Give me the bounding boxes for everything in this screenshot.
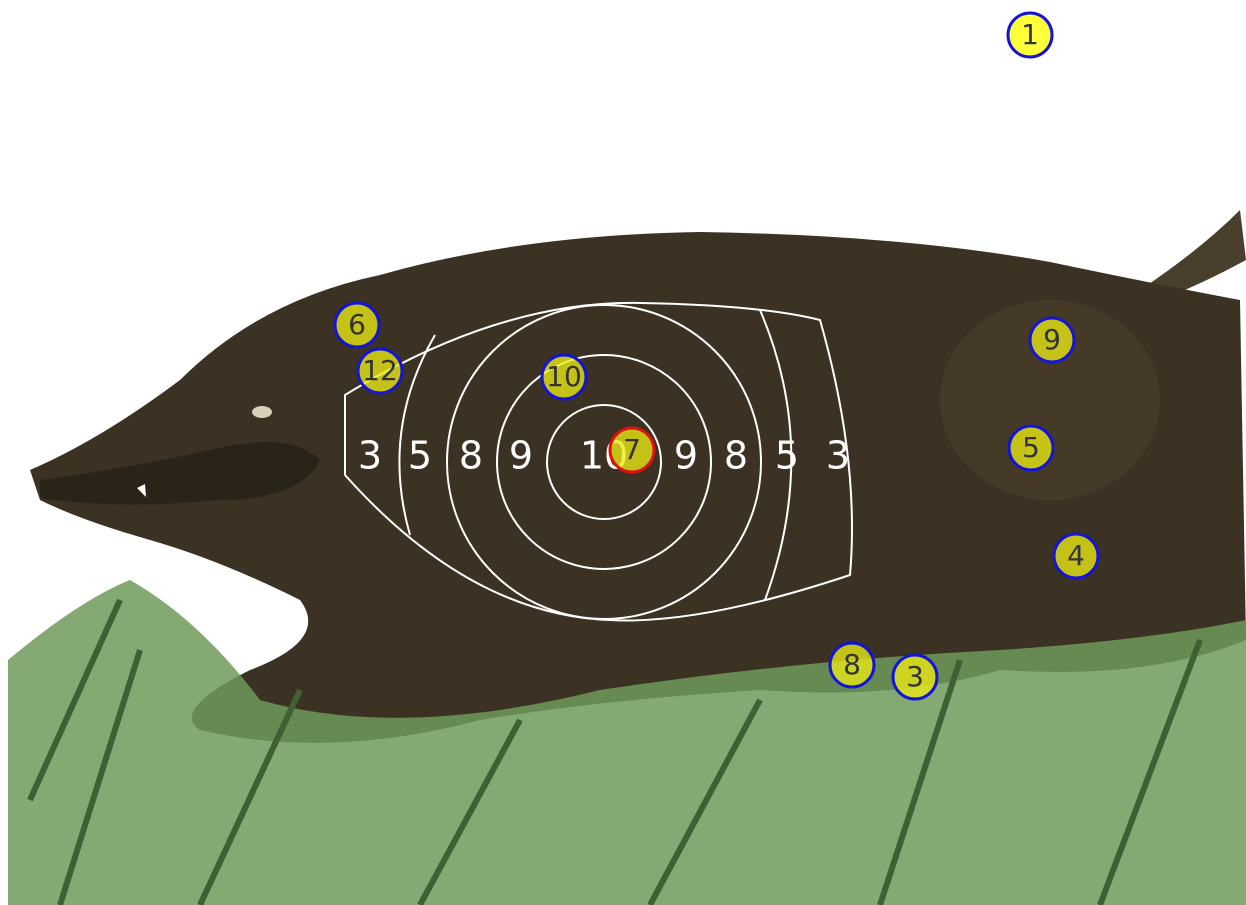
ring-label: 3	[358, 434, 382, 478]
ring-label: 5	[408, 434, 432, 478]
shot-label: 12	[362, 354, 398, 387]
ring-label: 9	[509, 434, 533, 478]
shot-label: 5	[1022, 431, 1040, 464]
shot-label: 9	[1043, 323, 1061, 356]
target-screen: 3 5 8 9 10 9 8 5 3 1 6 12 10 7 9 5 4 8 3	[0, 0, 1246, 905]
ring-label: 3	[826, 434, 850, 478]
shot-label: 4	[1067, 539, 1085, 572]
ring-label: 8	[724, 434, 748, 478]
ring-labels: 3 5 8 9 10 9 8 5 3	[358, 434, 850, 478]
shot-label: 10	[546, 360, 582, 393]
shot-label: 7	[623, 433, 641, 466]
shot-label: 1	[1021, 18, 1039, 51]
ring-label: 8	[459, 434, 483, 478]
shot-label: 6	[348, 308, 366, 341]
shot-label: 3	[906, 660, 924, 693]
ring-label: 9	[674, 434, 698, 478]
ring-label: 5	[775, 434, 799, 478]
shot-label: 8	[843, 648, 861, 681]
